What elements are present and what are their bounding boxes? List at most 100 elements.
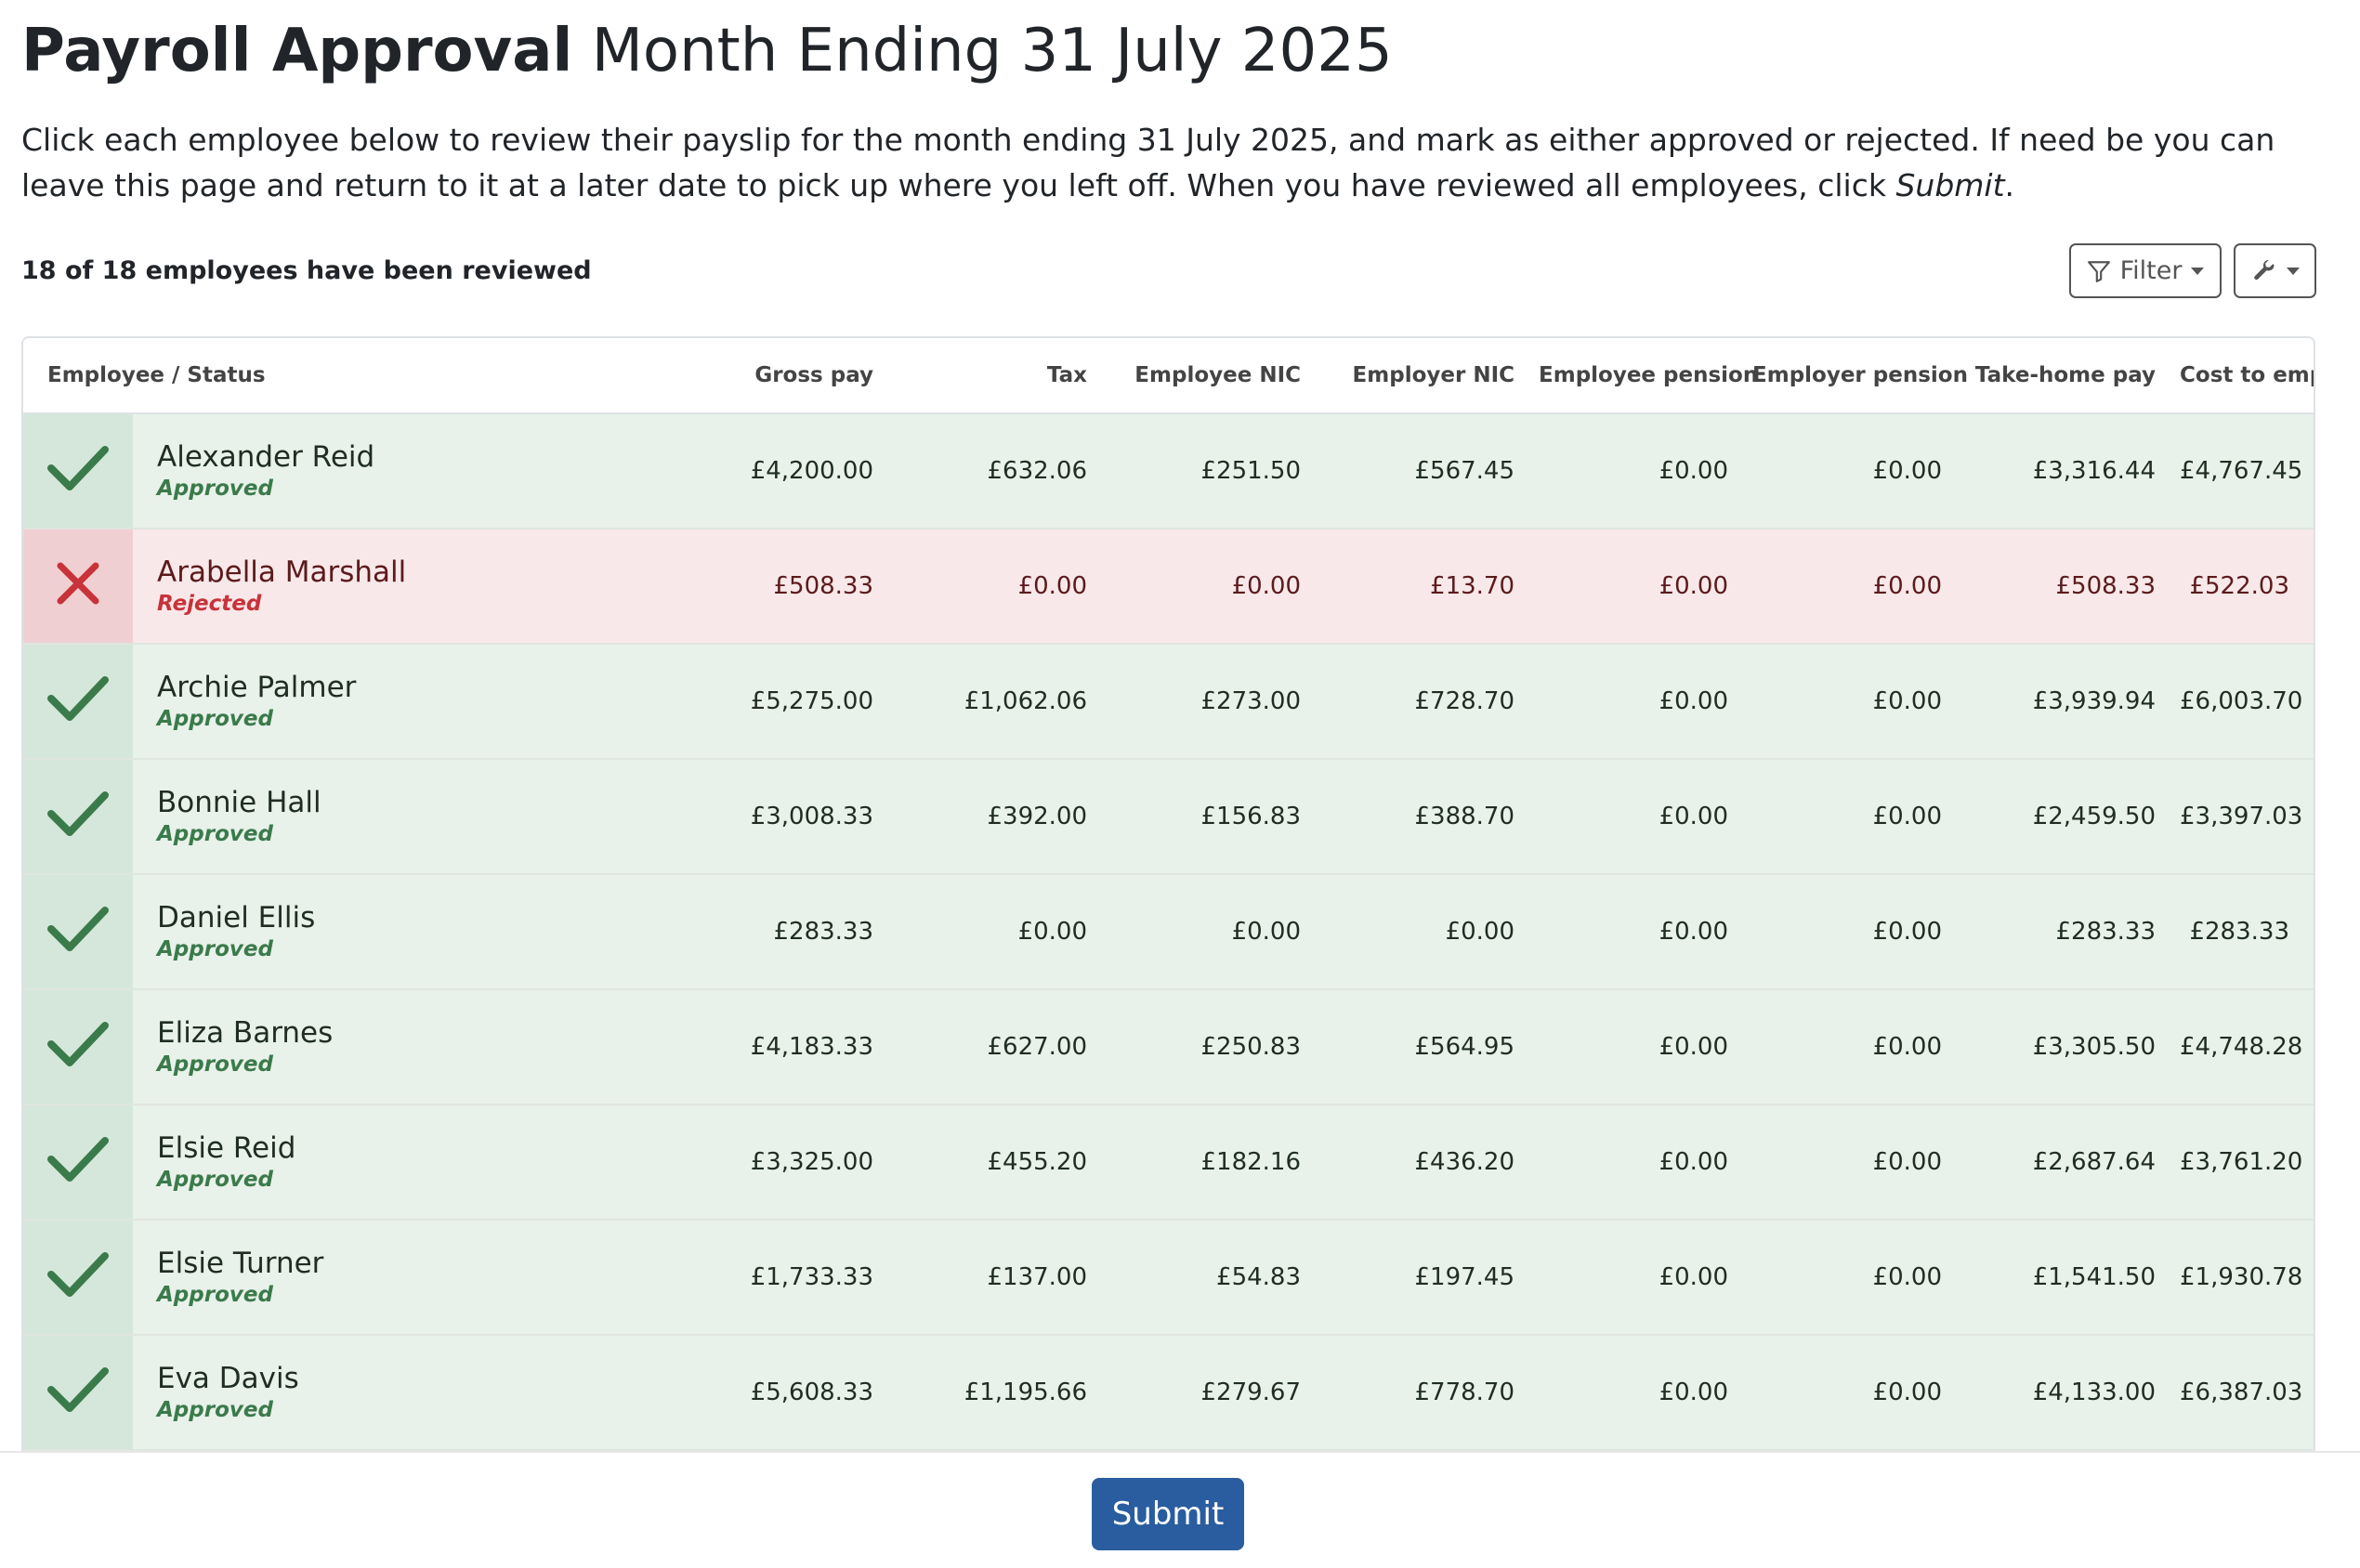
table-row[interactable]: Arabella Marshall Rejected £508.33 £0.00 £0.…: [23, 529, 2314, 645]
employee-cell[interactable]: Elsie Reid Approved: [133, 1104, 682, 1221]
cell-cost-to-employer: £3,397.03: [2180, 759, 2314, 875]
intro-submit-emphasis: Submit: [1895, 167, 2005, 203]
intro-text: Click each employee below to review thei…: [21, 117, 2288, 208]
employee-cell[interactable]: Eliza Barnes Approved: [133, 989, 682, 1105]
cell-employee-pension: £0.00: [1539, 644, 1753, 760]
cell-employer-nic: £388.70: [1325, 759, 1540, 875]
wrench-icon: [2253, 259, 2275, 280]
status-icon-cell: [23, 989, 133, 1105]
employee-cell[interactable]: Elsie Turner Approved: [133, 1220, 682, 1336]
cell-gross-pay: £3,325.00: [681, 1104, 898, 1221]
column-header-employer-pension[interactable]: Employer pension: [1752, 338, 1968, 414]
table-row[interactable]: Elsie Reid Approved £3,325.00 £455.20 £182.1…: [23, 1104, 2314, 1221]
column-header-cost-to-employer[interactable]: Cost to employer: [2180, 338, 2314, 414]
cell-employee-pension: £0.00: [1539, 529, 1753, 645]
column-header-gross-pay[interactable]: Gross pay: [681, 338, 898, 414]
cell-take-home-pay: £3,305.50: [1966, 989, 2181, 1105]
column-header-employee[interactable]: Employee / Status: [23, 338, 682, 414]
check-icon: [47, 1136, 109, 1182]
table-row[interactable]: Alexander Reid Approved £4,200.00 £632.06 £2…: [23, 413, 2314, 529]
check-icon: [47, 1021, 109, 1066]
cell-tax: £0.00: [898, 529, 1112, 645]
check-icon: [47, 1366, 109, 1412]
employee-cell[interactable]: Eva Davis Approved: [133, 1335, 682, 1451]
cell-employee-nic: £273.00: [1111, 644, 1326, 760]
cell-employer-pension: £0.00: [1752, 1335, 1967, 1451]
employee-name[interactable]: Eva Davis: [157, 1362, 299, 1395]
status-badge: Approved: [157, 1052, 273, 1077]
check-icon: [47, 791, 109, 836]
employee-name[interactable]: Arabella Marshall: [157, 555, 407, 589]
cell-employee-pension: £0.00: [1539, 759, 1753, 875]
table-row[interactable]: Bonnie Hall Approved £3,008.33 £392.00 £156.…: [23, 759, 2314, 875]
footer-bar: Submit: [0, 1451, 2360, 1568]
employee-name[interactable]: Elsie Reid: [157, 1131, 296, 1165]
cell-employer-nic: £197.45: [1325, 1220, 1540, 1336]
cell-employer-nic: £436.20: [1325, 1104, 1540, 1221]
employee-name[interactable]: Daniel Ellis: [157, 901, 316, 934]
cell-cost-to-employer: £4,767.45: [2180, 413, 2314, 529]
cell-take-home-pay: £508.33: [1966, 529, 2181, 645]
status-badge: Approved: [157, 707, 273, 731]
cell-cost-to-employer: £522.03: [2180, 529, 2314, 645]
status-icon-cell: [23, 413, 133, 529]
employee-name[interactable]: Elsie Turner: [157, 1247, 324, 1280]
cell-take-home-pay: £4,133.00: [1966, 1335, 2181, 1451]
status-icon-cell: [23, 1335, 133, 1451]
cell-employer-pension: £0.00: [1752, 644, 1967, 760]
submit-button[interactable]: Submit: [1092, 1478, 1244, 1550]
cell-employer-pension: £0.00: [1752, 759, 1967, 875]
cell-employer-pension: £0.00: [1752, 529, 1967, 645]
cell-tax: £632.06: [898, 413, 1112, 529]
employee-name[interactable]: Alexander Reid: [157, 440, 375, 474]
employee-cell[interactable]: Alexander Reid Approved: [133, 413, 682, 529]
table-row[interactable]: Eliza Barnes Approved £4,183.33 £627.00 £250…: [23, 989, 2314, 1105]
employee-name[interactable]: Eliza Barnes: [157, 1016, 334, 1050]
cell-tax: £1,062.06: [898, 644, 1112, 760]
employee-cell[interactable]: Daniel Ellis Approved: [133, 874, 682, 990]
employee-name[interactable]: Archie Palmer: [157, 671, 357, 704]
filter-button[interactable]: Filter: [2069, 243, 2222, 298]
column-header-tax[interactable]: Tax: [898, 338, 1112, 414]
cell-employee-pension: £0.00: [1539, 1104, 1753, 1221]
cell-gross-pay: £3,008.33: [681, 759, 898, 875]
table-row[interactable]: Daniel Ellis Approved £283.33 £0.00 £0.00 £0.…: [23, 874, 2314, 990]
column-header-take-home-pay[interactable]: Take-home pay: [1966, 338, 2181, 414]
status-icon-cell: [23, 644, 133, 760]
cell-employee-nic: £156.83: [1111, 759, 1326, 875]
tools-menu-button[interactable]: [2234, 243, 2316, 298]
cell-employer-nic: £0.00: [1325, 874, 1540, 990]
status-badge: Approved: [157, 1168, 273, 1192]
cell-employer-pension: £0.00: [1752, 989, 1967, 1105]
cell-cost-to-employer: £4,748.28: [2180, 989, 2314, 1105]
payroll-table: Employee / Status Gross pay Tax Employee…: [23, 338, 2314, 1451]
status-icon-cell: [23, 759, 133, 875]
cell-tax: £627.00: [898, 989, 1112, 1105]
employee-cell[interactable]: Arabella Marshall Rejected: [133, 529, 682, 645]
column-header-employee-pension[interactable]: Employee pension: [1539, 338, 1758, 414]
column-header-employee-nic[interactable]: Employee NIC: [1111, 338, 1326, 414]
employee-cell[interactable]: Archie Palmer Approved: [133, 644, 682, 760]
table-row[interactable]: Eva Davis Approved £5,608.33 £1,195.66 £279.…: [23, 1335, 2314, 1451]
employee-name[interactable]: Bonnie Hall: [157, 786, 321, 819]
payroll-table-container: Employee / Status Gross pay Tax Employee…: [21, 336, 2315, 1451]
table-row[interactable]: Archie Palmer Approved £5,275.00 £1,062.06 £…: [23, 644, 2314, 760]
cell-employer-nic: £778.70: [1325, 1335, 1540, 1451]
cell-employee-pension: £0.00: [1539, 1220, 1753, 1336]
cell-employee-nic: £0.00: [1111, 874, 1326, 990]
column-header-employer-nic[interactable]: Employer NIC: [1325, 338, 1540, 414]
cell-employer-pension: £0.00: [1752, 874, 1967, 990]
cell-tax: £1,195.66: [898, 1335, 1112, 1451]
cell-gross-pay: £508.33: [681, 529, 898, 645]
employee-cell[interactable]: Bonnie Hall Approved: [133, 759, 682, 875]
cell-gross-pay: £5,275.00: [681, 644, 898, 760]
status-icon-cell: [23, 1104, 133, 1221]
page-title: Payroll Approval Month Ending 31 July 20…: [21, 13, 1393, 89]
status-badge: Rejected: [157, 592, 262, 616]
cell-take-home-pay: £2,687.64: [1966, 1104, 2181, 1221]
filter-button-label: Filter: [2119, 256, 2183, 285]
chevron-down-icon: [2191, 267, 2205, 275]
table-header-row: Employee / Status Gross pay Tax Employee…: [23, 338, 2314, 414]
page-title-period: Month Ending 31 July 2025: [591, 17, 1393, 85]
table-row[interactable]: Elsie Turner Approved £1,733.33 £137.00 £54.…: [23, 1220, 2314, 1336]
